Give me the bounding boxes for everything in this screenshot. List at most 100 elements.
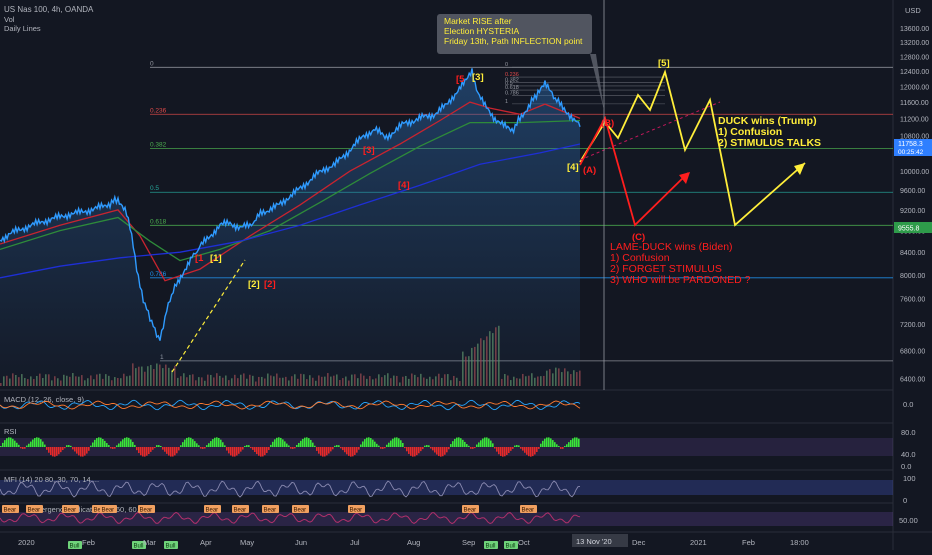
rsi-bar xyxy=(466,444,468,447)
rsi-bar xyxy=(548,437,550,447)
rsi-bar xyxy=(352,447,354,457)
macd-tick: 0.0 xyxy=(903,400,913,409)
wave-label: (A) xyxy=(583,165,596,176)
rsi-bar xyxy=(68,445,70,447)
price-line xyxy=(0,68,581,341)
volume-bar xyxy=(267,373,269,386)
price-series xyxy=(0,68,581,341)
rsi-bar xyxy=(334,445,336,447)
volume-bar xyxy=(579,370,581,386)
rsi-bar xyxy=(44,444,46,447)
volume-bar xyxy=(336,374,338,386)
rsi-bar xyxy=(556,444,558,447)
volume-bar xyxy=(432,379,434,386)
wave-label: (B) xyxy=(601,118,614,129)
rsi-bar xyxy=(244,445,246,447)
rsi-bar xyxy=(374,441,376,447)
red-projection xyxy=(579,115,689,227)
price-tick-label: 6800.00 xyxy=(900,348,925,355)
rsi-tick-40: 40.0 xyxy=(901,450,916,459)
indicator-lines xyxy=(0,399,581,525)
price-tick-label: 12400.00 xyxy=(900,69,929,76)
volume-bar xyxy=(129,375,131,386)
volume-bar xyxy=(138,366,140,386)
volume-bar xyxy=(306,379,308,386)
rsi-bar xyxy=(328,447,330,454)
volume-bar xyxy=(435,376,437,386)
mfi-title[interactable]: MFI (14) 20 80, 30, 70, 14 ... xyxy=(4,475,99,484)
rsi-bar xyxy=(228,447,230,454)
volume-bar xyxy=(414,374,416,386)
rsi-bar xyxy=(88,447,90,451)
rsi-bar xyxy=(162,447,164,450)
rsi-bar xyxy=(258,447,260,456)
volume-bar xyxy=(300,373,302,386)
rsi-bar xyxy=(142,447,144,457)
rsi-bar xyxy=(106,443,108,447)
rsi-bar xyxy=(314,445,316,447)
rsi-bar xyxy=(390,440,392,447)
rsi-bar xyxy=(32,439,34,447)
scenario-lame-duck-wins: LAME-DUCK wins (Biden) 1) Confusion 2) FOR… xyxy=(610,241,751,286)
rsi-bar xyxy=(54,447,56,457)
price-tick-label: 13600.00 xyxy=(900,26,929,33)
volume-bar xyxy=(573,370,575,386)
rsi-bar xyxy=(190,437,192,447)
volume-bar xyxy=(441,377,443,386)
divergence-band xyxy=(0,512,893,526)
wave-label: [2] xyxy=(248,279,260,290)
price-tick-label: 9200.00 xyxy=(900,208,925,215)
bar-countdown: 00:25:42 xyxy=(898,149,924,156)
rsi-bar xyxy=(170,447,172,457)
rsi-bar xyxy=(384,447,386,449)
bear-badge-bg xyxy=(138,505,155,513)
rsi-bar xyxy=(20,447,22,449)
time-axis[interactable]: 2020 Feb Mar Apr May Jun Jul Aug Sep Oct Dec 2021 Fe… xyxy=(18,538,809,547)
symbol-title[interactable]: US Nas 100, 4h, OANDA xyxy=(4,5,94,14)
rsi-bar xyxy=(206,445,208,447)
cursor-date-tag: 13 Nov '20 xyxy=(572,534,628,547)
daily-lines-label[interactable]: Daily Lines xyxy=(4,24,41,33)
rsi-bar xyxy=(76,447,78,454)
volume-bar xyxy=(186,377,188,386)
volume-bar xyxy=(228,380,230,386)
volume-bar xyxy=(372,379,374,386)
rsi-bar xyxy=(330,447,332,452)
rsi-bar xyxy=(432,447,434,451)
volume-bar xyxy=(351,374,353,386)
rsi-bar xyxy=(420,447,422,452)
time-tick-label: Sep xyxy=(462,538,475,547)
rsi-bar xyxy=(354,447,356,455)
time-tick-label: May xyxy=(240,538,254,547)
mfi-tick-100: 100 xyxy=(903,474,916,483)
rsi-bar xyxy=(274,439,276,447)
divergence-title[interactable]: Divergence Indicator (14, 60, 60, ...) xyxy=(30,505,150,514)
rsi-title[interactable]: RSI xyxy=(4,427,17,436)
mfi-pane[interactable]: MFI (14) 20 80, 30, 70, 14 ... 100 0 xyxy=(0,474,916,505)
time-tick-label: Oct xyxy=(518,538,531,547)
rsi-bar xyxy=(290,447,292,449)
divergence-pane[interactable]: Divergence Indicator (14, 60, 60, ...) 5… xyxy=(0,505,918,526)
bear-badge: Bear xyxy=(94,508,107,514)
volume-bar xyxy=(171,370,173,386)
rsi-bar xyxy=(30,441,32,447)
volume-bar xyxy=(150,364,152,386)
bear-badge-bg xyxy=(292,505,309,513)
volume-bar xyxy=(528,375,530,386)
rsi-bar xyxy=(70,445,72,447)
rsi-bar xyxy=(96,438,98,447)
volume-label[interactable]: Vol xyxy=(4,15,15,24)
price-tick-label: 8000.00 xyxy=(900,273,925,280)
rsi-bar xyxy=(136,447,138,451)
macd-pane[interactable]: MACD (12, 26, close, 9) 0.0 xyxy=(4,395,913,409)
macd-title[interactable]: MACD (12, 26, close, 9) xyxy=(4,395,85,404)
volume-bar xyxy=(63,374,65,386)
rsi-bar xyxy=(222,442,224,447)
volume-bar xyxy=(75,376,77,386)
rsi-bar xyxy=(182,442,184,447)
rsi-bar xyxy=(6,438,8,447)
rsi-bar xyxy=(362,441,364,447)
scenario-line: LAME-DUCK wins (Biden) xyxy=(610,241,733,253)
